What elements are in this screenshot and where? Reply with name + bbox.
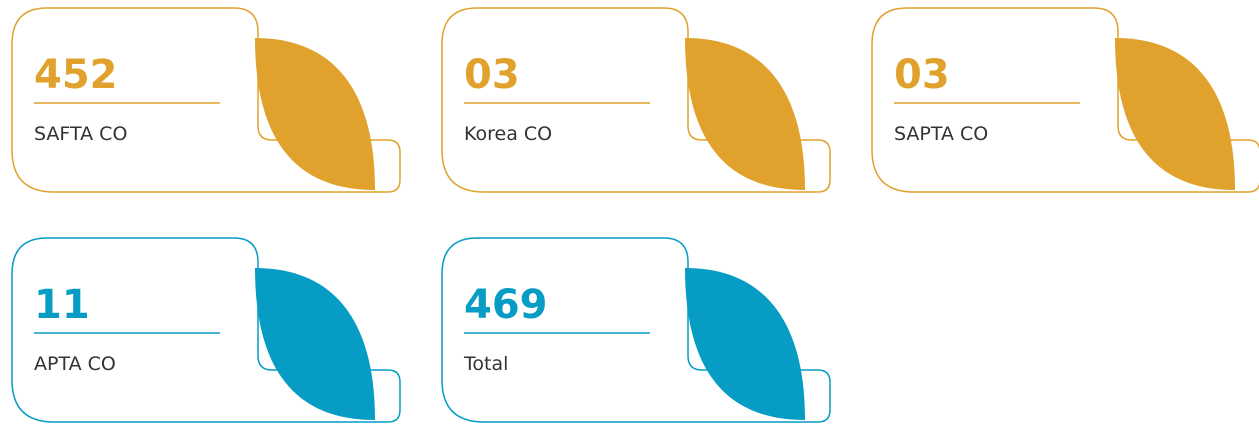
card-value: 03 (464, 52, 520, 98)
card-label: APTA CO (34, 353, 116, 375)
card: 469 Total (441, 237, 831, 423)
leaf (685, 38, 805, 190)
card: 11 APTA CO (11, 237, 401, 423)
card-value: 469 (464, 282, 548, 328)
card: 452 SAFTA CO (11, 7, 401, 193)
card-label: SAFTA CO (34, 123, 127, 145)
card-label: SAPTA CO (894, 123, 988, 145)
card-label: Korea CO (464, 123, 552, 145)
card-value: 03 (894, 52, 950, 98)
leaf (255, 38, 375, 190)
card: 03 Korea CO (441, 7, 831, 193)
leaf (685, 268, 805, 420)
card-label: Total (463, 353, 508, 375)
card-value: 452 (34, 52, 118, 98)
card: 03 SAPTA CO (871, 7, 1259, 193)
leaf (255, 268, 375, 420)
leaf (1115, 38, 1235, 190)
card-value: 11 (34, 282, 90, 328)
